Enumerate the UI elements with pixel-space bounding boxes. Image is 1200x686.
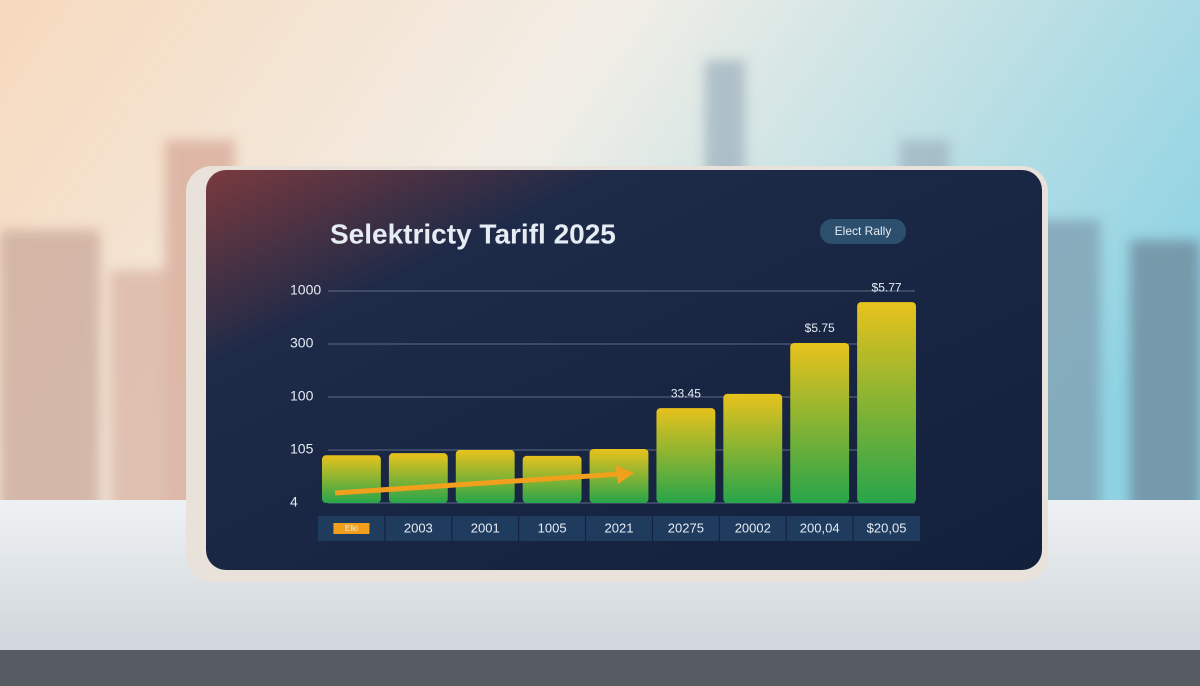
y-tick-label: 100	[290, 388, 314, 404]
x-tick-label: 2003	[404, 520, 433, 535]
bar	[455, 450, 515, 503]
x-tick-label: 2021	[605, 520, 634, 535]
bar	[723, 393, 783, 503]
bar	[790, 342, 850, 503]
bar	[388, 453, 448, 503]
chart-title: Selektricty Tarifl 2025	[330, 218, 616, 249]
button-label[interactable]: Elect Rally	[835, 224, 892, 238]
x-tick-label: 20275	[668, 520, 704, 535]
trend-arrow-head	[615, 465, 634, 484]
y-tick-label: 105	[290, 441, 314, 457]
x-tick-label: 1005	[538, 520, 567, 535]
annotation: 33.45	[671, 386, 701, 400]
button[interactable]	[820, 219, 906, 244]
desk-edge	[0, 650, 1200, 686]
plot: 4 105 100 300 1000 Elki 2003 2001 1005 2021 20275 2…	[290, 280, 920, 541]
annotation: $5.75	[805, 321, 835, 335]
bar	[322, 455, 381, 503]
bar	[656, 408, 716, 503]
x-axis-row	[318, 516, 920, 541]
x-tick-label: Elki	[345, 524, 358, 533]
y-tick-label: 4	[290, 494, 298, 510]
y-tick-label: 300	[290, 335, 314, 351]
x-tick-label: $20,05	[867, 520, 907, 535]
x-tick-label: 20002	[735, 520, 771, 535]
y-tick-label: 1000	[290, 282, 321, 298]
trend-arrow	[334, 471, 621, 496]
badge	[333, 523, 370, 534]
x-tick-label: 2001	[471, 520, 500, 535]
annotation: $5.77	[872, 280, 902, 294]
bar	[857, 302, 916, 503]
x-tick-label: 200,04	[800, 520, 840, 535]
